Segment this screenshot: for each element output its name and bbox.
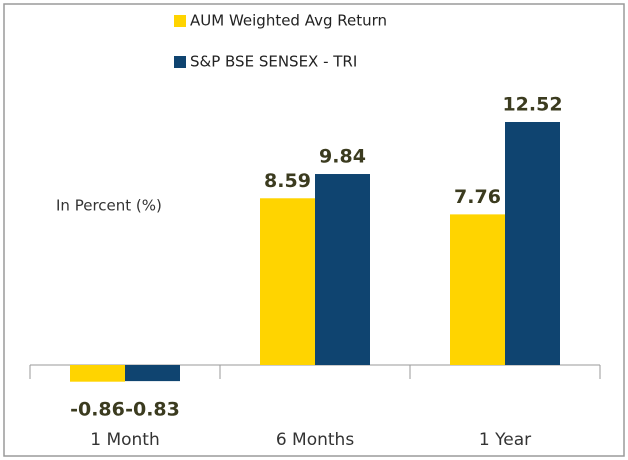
bar (505, 122, 560, 365)
data-label: 8.59 (264, 170, 311, 192)
bar (315, 174, 370, 365)
legend-swatch (174, 15, 186, 27)
legend-label: S&P BSE SENSEX - TRI (190, 53, 357, 71)
data-label: 9.84 (319, 146, 366, 168)
bar (450, 214, 505, 365)
bar (260, 198, 315, 365)
bar (70, 365, 125, 382)
annotation: In Percent (%) (56, 197, 162, 215)
bar (125, 365, 180, 382)
x-tick-label: 1 Year (479, 430, 531, 450)
data-label: -0.86 (70, 399, 125, 421)
x-tick-label: 6 Months (276, 430, 355, 450)
legend-label: AUM Weighted Avg Return (190, 12, 387, 30)
data-label: 7.76 (454, 186, 501, 208)
legend-swatch (174, 56, 186, 68)
x-tick-label: 1 Month (90, 430, 160, 450)
data-label: 12.52 (502, 94, 562, 116)
data-label: -0.83 (125, 399, 180, 421)
